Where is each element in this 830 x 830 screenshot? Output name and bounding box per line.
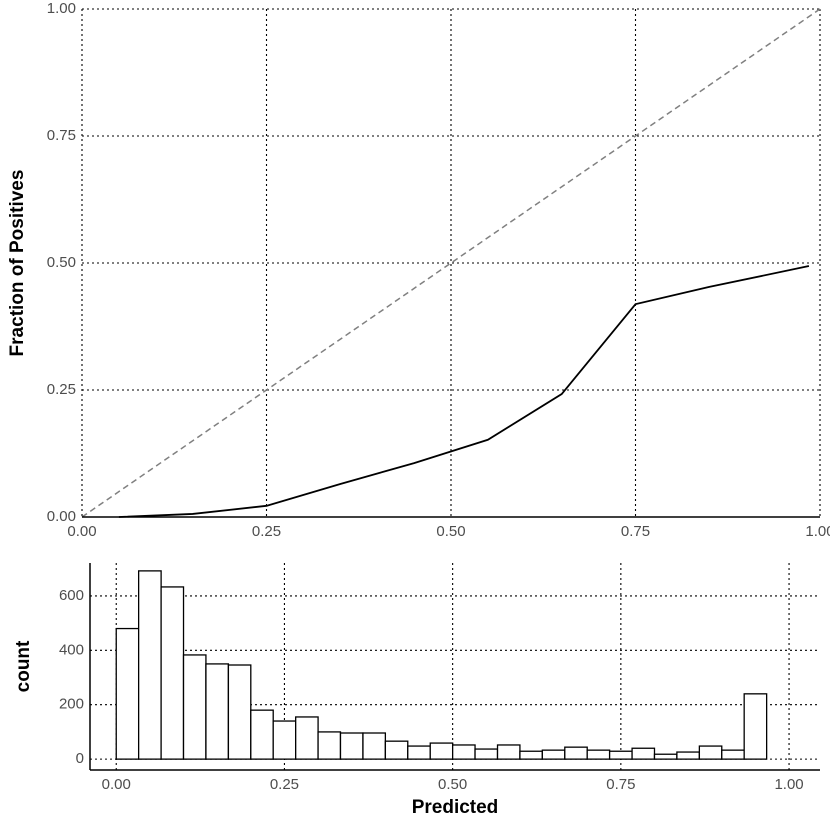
x-tick-label: 0.25 [252,523,281,540]
histogram-bar [272,720,297,760]
x-tick-label: 0.75 [621,523,650,540]
histogram-bar [362,732,387,760]
x-tick-label: 0.00 [67,523,96,540]
histogram-bar [250,709,274,760]
y-tick-label: 0.75 [47,127,76,144]
histogram-bar [295,716,319,760]
histogram-bar [721,749,745,760]
histogram-bar [474,748,499,760]
histogram-bar [339,732,364,760]
y-axis-title: Fraction of Positives [7,170,28,357]
histogram-bar [429,742,454,760]
y-tick-label: 0 [76,750,84,767]
histogram-bar [676,751,701,760]
histogram-bar [182,654,207,760]
histogram-bar [586,749,611,760]
y-tick-label: 600 [59,587,84,604]
x-tick-label: 1.00 [805,523,830,540]
histogram-bar [384,740,409,760]
y-tick-label: 0.00 [47,508,76,525]
histogram-bar [743,693,768,760]
histogram-bar [698,745,723,760]
x-tick-label: 0.50 [436,523,465,540]
x-tick-label: 0.25 [270,776,299,793]
y-tick-label: 1.00 [47,0,76,17]
histogram-bar [205,663,230,760]
histogram-bar [653,753,678,760]
y-tick-label: 0.50 [47,254,76,271]
histogram-bar [160,586,185,760]
y-tick-label: 400 [59,641,84,658]
x-tick-label: 0.00 [102,776,131,793]
histogram-bar [317,731,342,760]
histogram-bar [519,750,543,760]
calibration-line [118,265,810,518]
histogram-bar [564,746,588,760]
histogram-bar [541,749,566,760]
y-axis-title: count [13,640,34,692]
x-tick-label: 0.50 [438,776,467,793]
histogram-bar [115,627,140,760]
histogram-bar [496,744,521,760]
x-axis-title: Predicted [412,797,499,818]
histogram-bar [137,570,162,760]
histogram-bar [608,750,633,760]
histogram-bar [631,747,656,760]
histogram-bar [451,744,476,760]
histogram-bar [227,664,252,760]
x-tick-label: 0.75 [606,776,635,793]
y-tick-label: 200 [59,696,84,713]
x-tick-label: 1.00 [774,776,803,793]
y-tick-label: 0.25 [47,381,76,398]
histogram-bar [407,745,431,760]
